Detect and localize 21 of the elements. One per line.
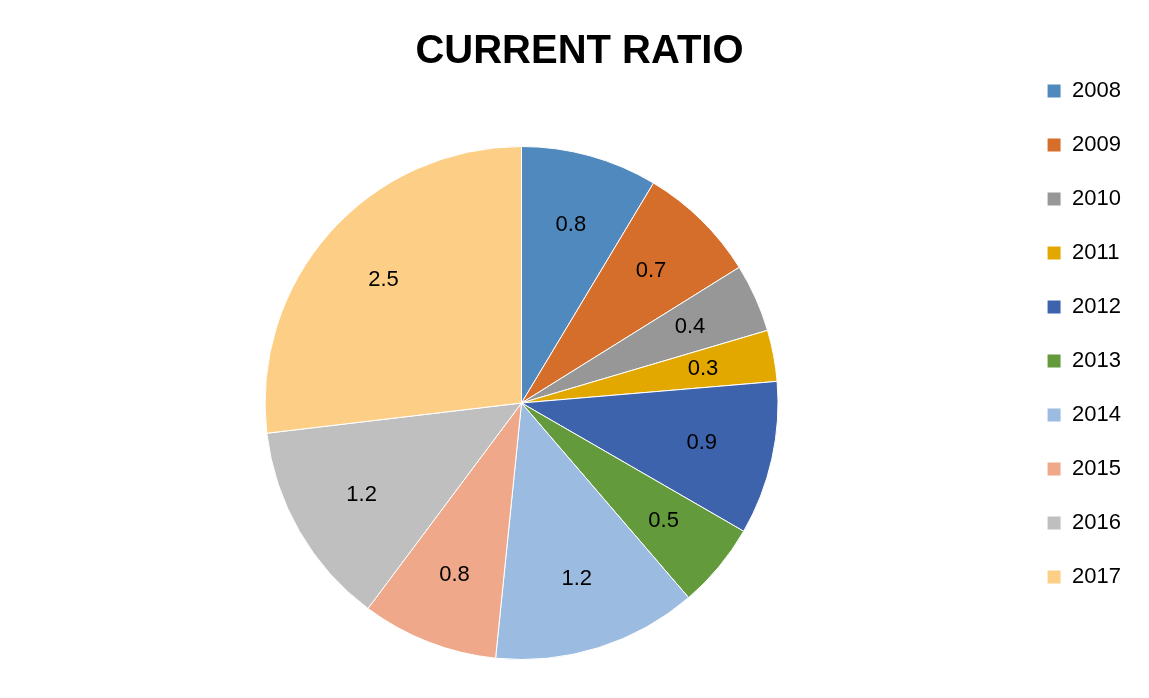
data-label: 0.9 bbox=[686, 429, 718, 455]
data-label: 1.2 bbox=[346, 481, 377, 507]
data-label: 0.5 bbox=[648, 506, 679, 532]
legend-label: 2009 bbox=[1072, 131, 1122, 157]
legend-label: 2010 bbox=[1072, 185, 1122, 211]
data-label: 0.8 bbox=[555, 211, 587, 237]
legend-label: 2013 bbox=[1072, 347, 1122, 373]
data-label: 2.5 bbox=[368, 266, 399, 292]
legend-label: 2016 bbox=[1072, 509, 1122, 535]
data-label: 1.2 bbox=[561, 565, 593, 591]
data-label: 0.3 bbox=[687, 354, 719, 380]
legend-label: 2017 bbox=[1072, 563, 1122, 589]
legend-label: 2012 bbox=[1072, 293, 1122, 319]
legend-label: 2011 bbox=[1072, 239, 1120, 265]
data-label: 0.7 bbox=[635, 257, 667, 283]
data-label: 0.8 bbox=[439, 561, 470, 587]
data-label: 0.4 bbox=[674, 313, 706, 339]
legend-label: 2015 bbox=[1072, 455, 1122, 481]
chart-title: CURRENT RATIO bbox=[415, 27, 744, 72]
legend-label: 2008 bbox=[1072, 77, 1122, 103]
legend-label: 2014 bbox=[1072, 401, 1122, 427]
